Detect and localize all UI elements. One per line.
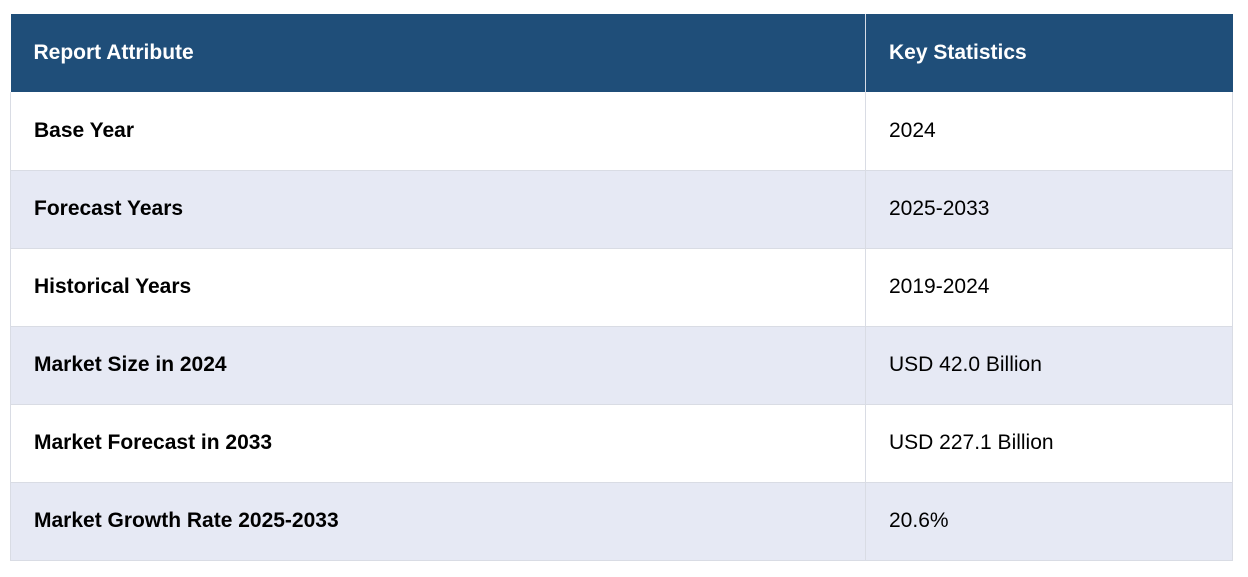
row-value: USD 227.1 Billion: [865, 404, 1233, 483]
report-statistics-table: Report Attribute Key Statistics Base Yea…: [10, 14, 1233, 561]
header-row: Report Attribute Key Statistics: [10, 14, 1233, 92]
table-row: Base Year 2024: [10, 92, 1233, 171]
header-report-attribute: Report Attribute: [10, 14, 866, 92]
table-row: Market Forecast in 2033 USD 227.1 Billio…: [10, 404, 1233, 483]
row-attribute: Market Forecast in 2033: [10, 404, 866, 483]
row-value: 2025-2033: [865, 170, 1233, 249]
table-row: Market Growth Rate 2025-2033 20.6%: [10, 482, 1233, 561]
table-row: Historical Years 2019-2024: [10, 248, 1233, 327]
table-row: Forecast Years 2025-2033: [10, 170, 1233, 249]
row-value: 2024: [865, 92, 1233, 171]
row-attribute: Base Year: [10, 92, 866, 171]
row-attribute: Historical Years: [10, 248, 866, 327]
table-body: Base Year 2024 Forecast Years 2025-2033 …: [10, 92, 1233, 561]
row-attribute: Market Size in 2024: [10, 326, 866, 405]
row-attribute: Market Growth Rate 2025-2033: [10, 482, 866, 561]
row-value: 20.6%: [865, 482, 1233, 561]
table-row: Market Size in 2024 USD 42.0 Billion: [10, 326, 1233, 405]
row-value: USD 42.0 Billion: [865, 326, 1233, 405]
row-value: 2019-2024: [865, 248, 1233, 327]
table-header: Report Attribute Key Statistics: [10, 14, 1233, 92]
header-key-statistics: Key Statistics: [865, 14, 1233, 92]
row-attribute: Forecast Years: [10, 170, 866, 249]
